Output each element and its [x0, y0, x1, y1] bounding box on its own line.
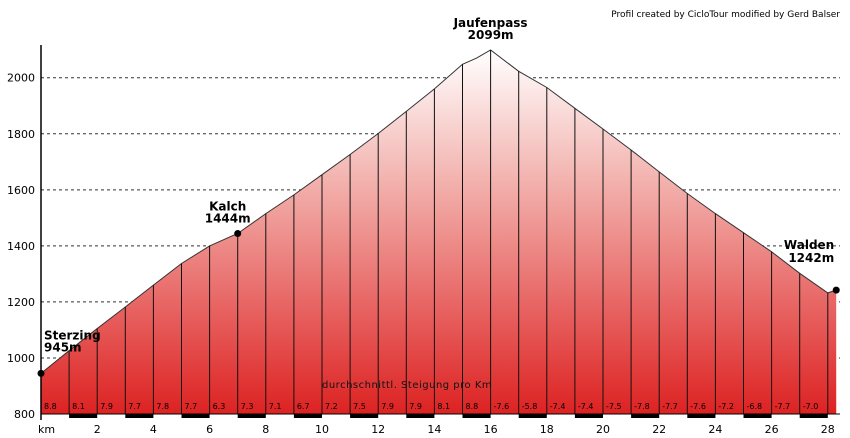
km-gradient-label: -7.6 [494, 402, 510, 411]
km-gradient-label: 6.3 [213, 402, 226, 411]
km-gradient-label: 7.8 [156, 402, 169, 411]
km-gradient-label: -5.8 [522, 402, 538, 411]
km-scale-bar [350, 414, 379, 418]
place-name-label: Kalch [209, 200, 246, 214]
km-scale-bar [69, 414, 98, 418]
place-elevation-label: 1242m [788, 251, 834, 265]
km-scale-bar [687, 414, 716, 418]
km-gradient-label: 7.3 [241, 402, 254, 411]
x-tick-label: 4 [150, 423, 157, 436]
km-scale-bar [406, 414, 435, 418]
x-tick-label: 18 [540, 423, 554, 436]
gradient-annotation: durchschnittl. Steigung pro Km [322, 380, 492, 391]
km-gradient-label: 7.5 [353, 402, 366, 411]
km-scale-bar [293, 414, 322, 418]
y-tick-label: 1000 [7, 352, 35, 365]
x-tick-label: 6 [206, 423, 213, 436]
x-tick-label: 26 [765, 423, 779, 436]
x-tick-label: 8 [262, 423, 269, 436]
x-tick-label: 22 [652, 423, 666, 436]
km-scale-bar [799, 414, 828, 418]
km-gradient-label: 7.9 [409, 402, 422, 411]
km-gradient-label: 8.1 [437, 402, 450, 411]
x-tick-label: 20 [596, 423, 610, 436]
km-scale-bar [574, 414, 603, 418]
km-gradient-label: 7.1 [269, 402, 282, 411]
km-gradient-label: 8.1 [72, 402, 85, 411]
place-elevation-label: 2099m [468, 28, 514, 42]
km-gradient-label: -7.4 [578, 402, 594, 411]
x-tick-label: 2 [94, 423, 101, 436]
y-tick-label: 1600 [7, 184, 35, 197]
place-name-label: Sterzing [44, 328, 101, 342]
place-marker [37, 369, 45, 377]
x-tick-label: 16 [484, 423, 498, 436]
place-elevation-label: 1444m [205, 212, 251, 226]
km-gradient-label: 8.8 [44, 402, 57, 411]
km-gradient-label: 7.9 [100, 402, 113, 411]
place-name-label: Jaufenpass [453, 16, 528, 30]
x-tick-label: 24 [708, 423, 722, 436]
km-scale-bar [125, 414, 154, 418]
chart-credit: Profil created by CicloTour modified by … [611, 10, 840, 20]
place-name-label: Walden [784, 238, 834, 252]
profile-area [41, 50, 837, 414]
km-scale-bar [743, 414, 772, 418]
x-tick-label: 12 [371, 423, 385, 436]
km-scale-bar [237, 414, 266, 418]
x-axis-unit-label: km [38, 423, 55, 436]
km-gradient-label: 7.2 [325, 402, 338, 411]
km-scale-bar [518, 414, 547, 418]
km-gradient-label: 8.8 [466, 402, 479, 411]
km-gradient-label: -7.4 [550, 402, 566, 411]
km-gradient-label: 6.7 [297, 402, 310, 411]
place-marker [832, 286, 840, 294]
km-scale-bar [631, 414, 660, 418]
km-gradient-label: -7.7 [775, 402, 791, 411]
x-tick-label: 28 [821, 423, 835, 436]
x-tick-label: 14 [427, 423, 441, 436]
km-scale-bar [462, 414, 491, 418]
y-tick-label: 800 [14, 408, 35, 421]
km-gradient-label: 7.9 [381, 402, 394, 411]
y-tick-label: 1400 [7, 240, 35, 253]
km-gradient-label: -7.8 [634, 402, 650, 411]
y-tick-label: 1800 [7, 128, 35, 141]
km-gradient-label: -7.2 [718, 402, 734, 411]
x-tick-label: 10 [315, 423, 329, 436]
km-gradient-label: -7.6 [690, 402, 706, 411]
km-gradient-label: -7.5 [606, 402, 622, 411]
y-tick-label: 2000 [7, 72, 35, 85]
km-gradient-label: 7.7 [128, 402, 141, 411]
km-gradient-label: -6.8 [747, 402, 763, 411]
y-tick-label: 1200 [7, 296, 35, 309]
km-gradient-label: 7.7 [185, 402, 198, 411]
km-scale-bar [181, 414, 210, 418]
place-marker [234, 230, 242, 238]
place-elevation-label: 945m [44, 340, 82, 354]
km-gradient-label: -7.0 [803, 402, 819, 411]
km-gradient-label: -7.7 [662, 402, 678, 411]
